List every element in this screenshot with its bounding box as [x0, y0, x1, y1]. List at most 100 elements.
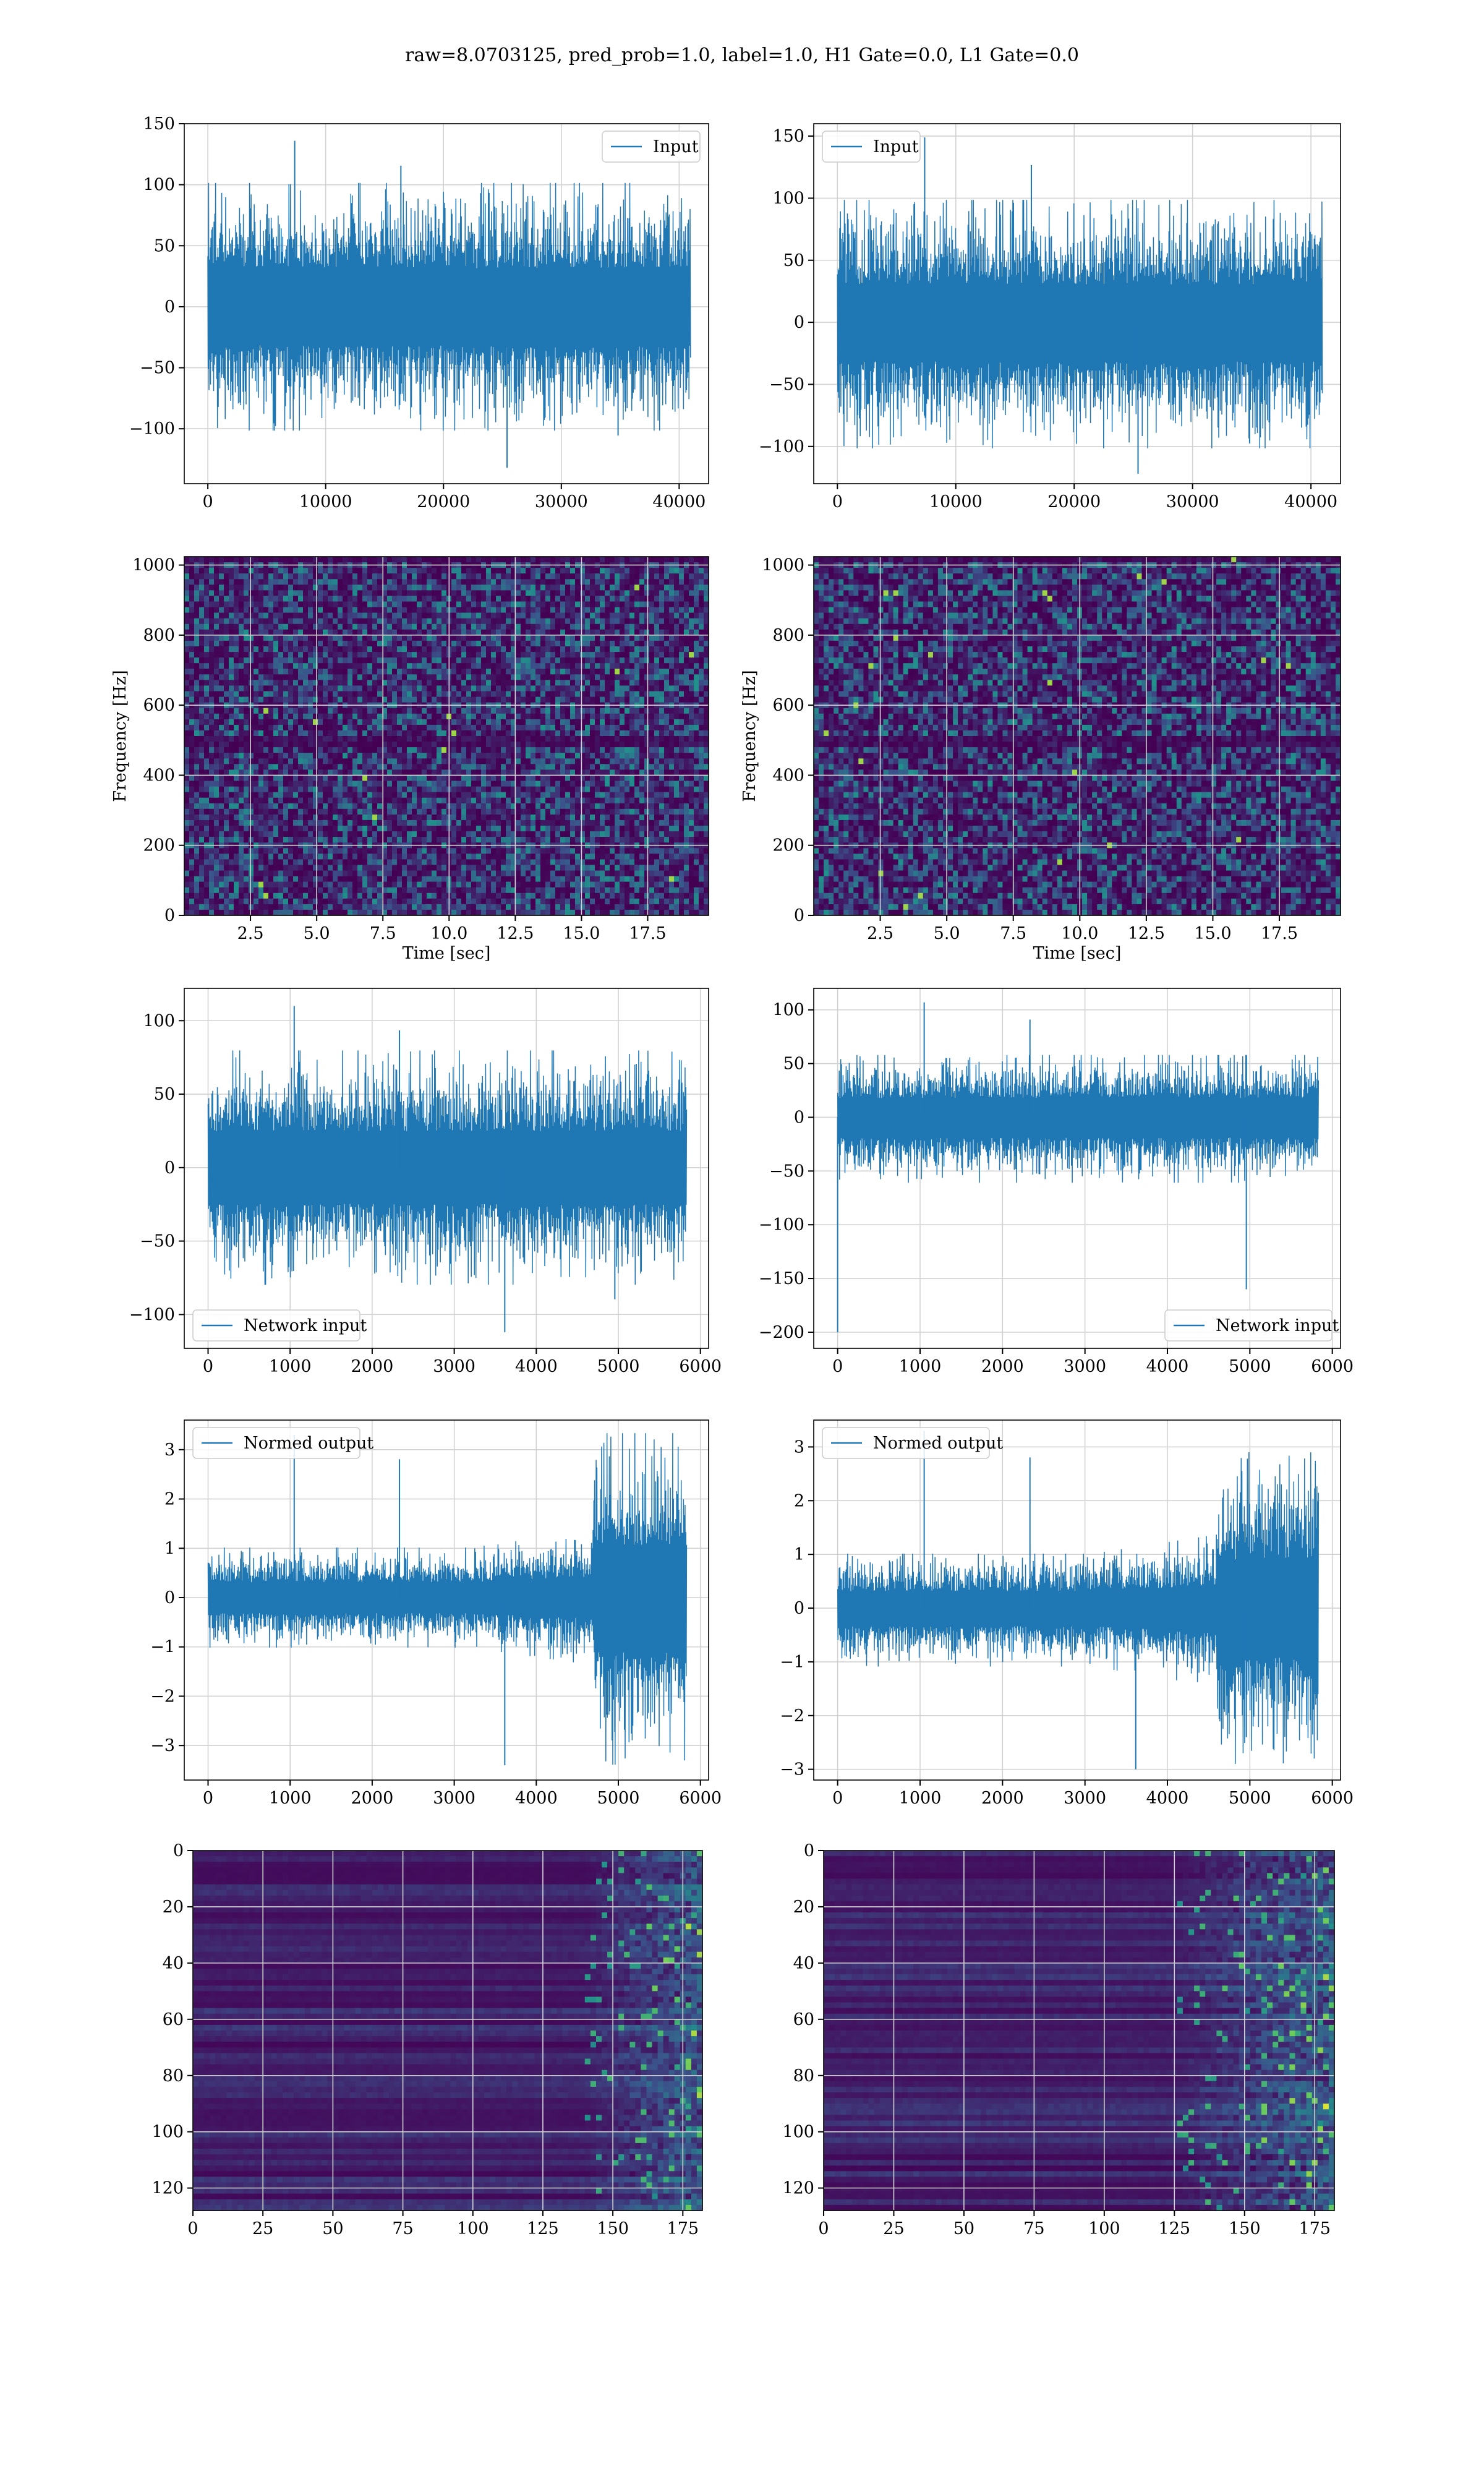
h1-spectrogram-heatmap-cell	[357, 685, 363, 691]
h1-spectrogram-heatmap-cell	[595, 764, 600, 770]
h1-spectrogram-heatmap-cell	[224, 624, 229, 630]
h1-spectrogram-heatmap-cell	[387, 584, 393, 591]
h1-spectrogram-heatmap-cell	[367, 781, 373, 787]
h1-spectrogram-heatmap-cell	[278, 635, 284, 641]
h1-spectrogram-heatmap-cell	[535, 758, 541, 764]
h1-spectrogram-heatmap-cell	[362, 584, 368, 591]
h1-spectrogram-heatmap-cell	[288, 798, 294, 804]
h1-spectrogram-heatmap-cell	[372, 579, 378, 585]
h1-spectrogram-heatmap-cell	[550, 618, 556, 625]
h1-spectrogram-heatmap-cell	[521, 596, 526, 602]
h1-spectrogram-heatmap-cell	[323, 573, 328, 580]
h1-spectrogram-heatmap-cell	[318, 809, 323, 815]
h1-spectrogram-heatmap-cell	[535, 781, 541, 787]
h1-spectrogram-heatmap-cell	[249, 787, 254, 793]
h1-spectrogram-heatmap-cell	[249, 747, 254, 753]
h1-spectrogram-heatmap-cell	[456, 736, 462, 742]
h1-spectrogram-heatmap-cell	[278, 568, 284, 574]
h1-spectrogram-heatmap-cell	[387, 803, 393, 810]
h1-spectrogram-heatmap-cell	[550, 657, 556, 664]
h1-spectrogram-heatmap-cell	[258, 815, 264, 821]
h1-spectrogram-heatmap-cell	[254, 630, 259, 636]
h1-spectrogram-heatmap-cell	[639, 607, 645, 614]
h1-spectrogram-heatmap-cell	[531, 747, 536, 753]
h1-spectrogram-heatmap-cell	[531, 730, 536, 737]
h1-spectrogram-heatmap-cell	[343, 590, 348, 596]
h1-spectrogram-heatmap-cell	[466, 596, 472, 602]
h1-spectrogram-heatmap-cell	[372, 798, 378, 804]
h1-spectrogram-heatmap-cell	[258, 674, 264, 680]
h1-spectrogram-heatmap-cell	[308, 781, 313, 787]
h1-spectrogram-heatmap-cell	[199, 602, 205, 608]
h1-spectrogram-heatmap-cell	[387, 742, 393, 748]
h1-spectrogram-heatmap-cell	[540, 742, 546, 748]
h1-spectrogram-heatmap-cell	[343, 691, 348, 698]
h1-spectrogram-heatmap-cell	[343, 719, 348, 726]
h1-spectrogram-heatmap-cell	[343, 646, 348, 653]
h1-spectrogram-heatmap-cell	[234, 787, 239, 793]
h1-spectrogram-heatmap-cell	[600, 747, 605, 753]
h1-spectrogram-heatmap-cell	[392, 596, 398, 602]
h1-spectrogram-heatmap-cell	[649, 652, 655, 658]
h1-spectrogram-heatmap-cell	[288, 781, 294, 787]
h1-spectrogram-heatmap-cell	[456, 579, 462, 585]
h1-spectrogram-heatmap-cell	[328, 691, 333, 698]
h1-spectrogram-heatmap-cell	[412, 747, 417, 753]
h1-spectrogram-heatmap-cell	[689, 635, 694, 641]
h1-spectrogram-heatmap-cell	[372, 725, 378, 731]
h1-spectrogram-heatmap-cell	[526, 590, 531, 596]
h1-spectrogram-heatmap-cell	[224, 764, 229, 770]
h1-spectrogram-heatmap-cell	[412, 685, 417, 691]
h1-spectrogram-heatmap-cell	[461, 641, 467, 647]
h1-spectrogram-heatmap-cell	[308, 607, 313, 614]
h1-spectrogram-heatmap-cell	[258, 775, 264, 781]
h1-spectrogram-heatmap-cell	[669, 584, 675, 591]
h1-spectrogram-heatmap-cell	[199, 618, 205, 625]
h1-spectrogram-heatmap-cell	[263, 719, 269, 726]
h1-spectrogram-heatmap-cell	[649, 635, 655, 641]
h1-spectrogram-heatmap-cell	[669, 652, 675, 658]
h1-spectrogram-heatmap-cell	[392, 657, 398, 664]
h1-spectrogram-heatmap-cell	[333, 557, 338, 563]
h1-spectrogram-heatmap-cell	[189, 579, 195, 585]
h1-spectrogram-heatmap-cell	[575, 730, 581, 737]
h1-spectrogram-heatmap-cell	[204, 657, 210, 664]
h1-spectrogram-heatmap-cell	[540, 635, 546, 641]
h1-spectrogram-heatmap-cell	[506, 590, 511, 596]
h1-spectrogram-heatmap-cell	[456, 635, 462, 641]
h1-spectrogram-heatmap-cell	[679, 725, 684, 731]
h1-spectrogram-heatmap-cell	[402, 624, 407, 630]
h1-spectrogram-heatmap-cell	[189, 596, 195, 602]
h1-spectrogram-heatmap-cell	[545, 641, 551, 647]
h1-spectrogram-heatmap-cell	[189, 798, 195, 804]
h1-spectrogram-heatmap-cell	[496, 674, 501, 680]
h1-spectrogram-heatmap-cell	[496, 646, 501, 653]
h1-spectrogram-heatmap-cell	[338, 708, 343, 714]
h1-spectrogram-heatmap-cell	[526, 803, 531, 810]
h1-spectrogram-heatmap-cell	[362, 557, 368, 563]
h1-spectrogram-heatmap-cell	[535, 719, 541, 726]
h1-spectrogram-heatmap-cell	[273, 607, 279, 614]
h1-spectrogram-heatmap-cell	[422, 607, 427, 614]
h1-spectrogram-heatmap-cell	[649, 630, 655, 636]
h1-spectrogram-heatmap-cell	[432, 697, 437, 703]
h1-spectrogram-heatmap-cell	[565, 803, 571, 810]
h1-spectrogram-heatmap-cell	[605, 646, 610, 653]
h1-spectrogram-heatmap-cell	[194, 674, 200, 680]
h1-spectrogram-heatmap-cell	[313, 815, 318, 821]
h1-spectrogram-heatmap-cell	[644, 725, 650, 731]
h1-input-xtick-label: 40000	[652, 492, 706, 511]
h1-spectrogram-heatmap-cell	[620, 624, 625, 630]
h1-spectrogram-heatmap-cell	[575, 602, 581, 608]
h1-spectrogram-heatmap-cell	[644, 809, 650, 815]
h1-spectrogram-heatmap-cell	[263, 635, 269, 641]
h1-spectrogram-heatmap-cell	[649, 590, 655, 596]
h1-spectrogram-heatmap-cell	[407, 764, 412, 770]
h1-spectrogram-heatmap-cell	[629, 669, 635, 675]
h1-spectrogram-heatmap-cell	[486, 630, 492, 636]
h1-spectrogram-heatmap-cell	[476, 652, 482, 658]
h1-spectrogram-heatmap-cell	[357, 787, 363, 793]
h1-spectrogram-heatmap-cell	[407, 613, 412, 619]
h1-spectrogram-heatmap-cell	[639, 657, 645, 664]
h1-spectrogram-heatmap-cell	[323, 596, 328, 602]
